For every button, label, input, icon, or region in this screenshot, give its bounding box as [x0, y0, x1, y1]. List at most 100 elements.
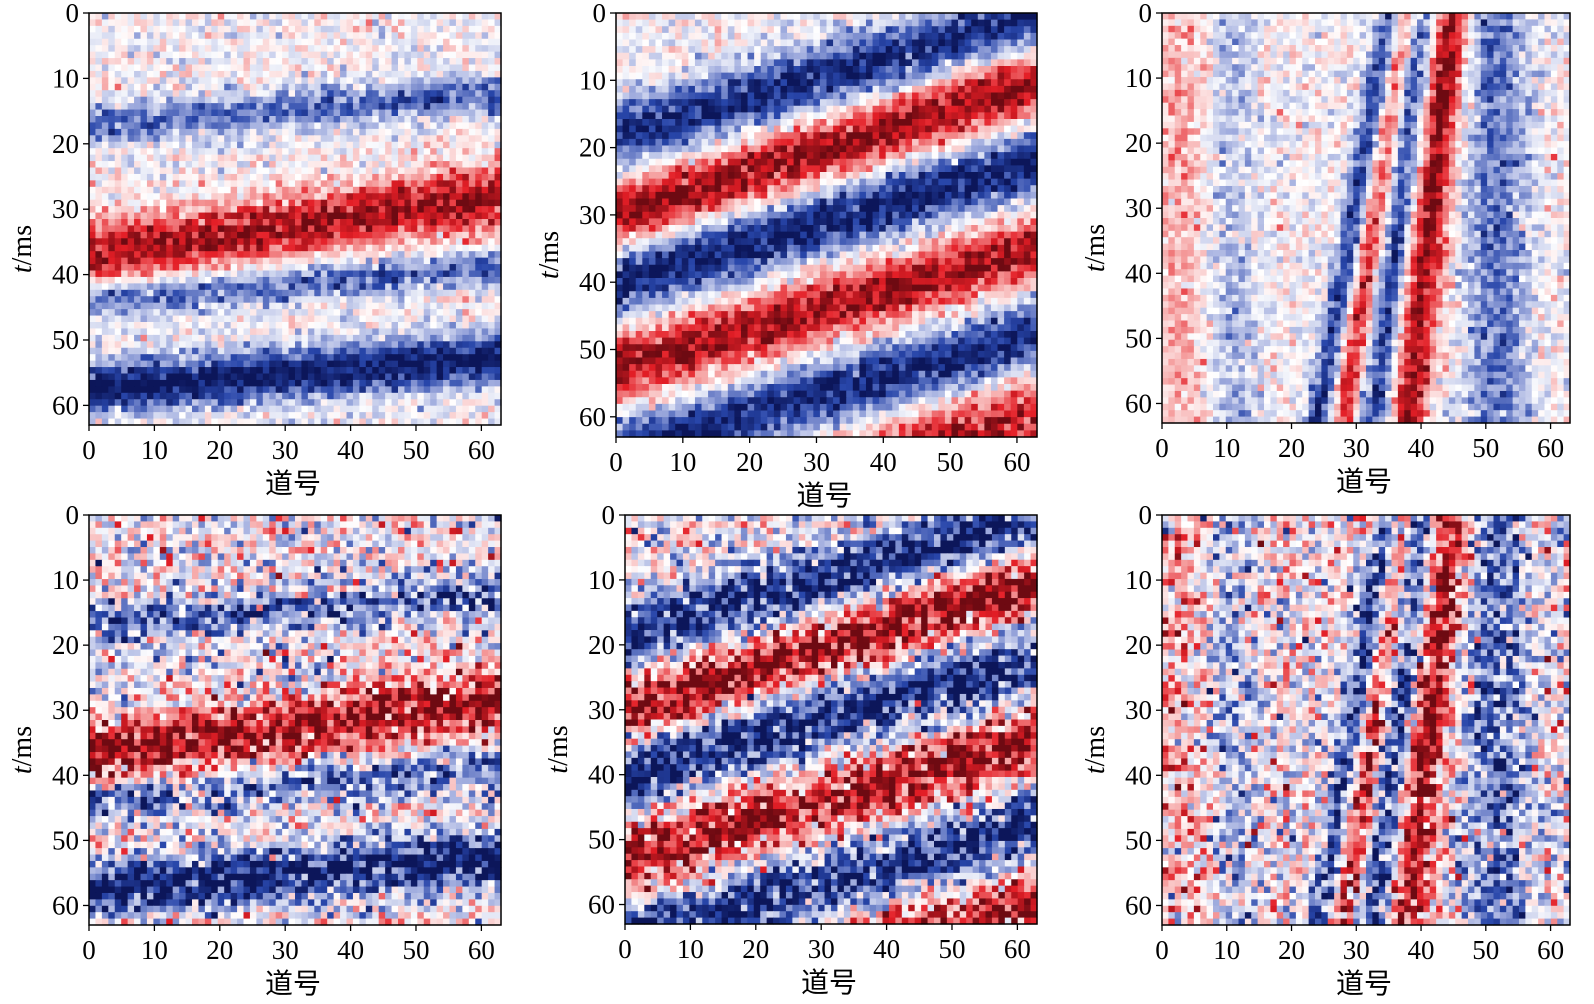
- heatmap-cell: [295, 135, 302, 142]
- heatmap-cell: [250, 238, 257, 245]
- heatmap-cell: [282, 155, 289, 162]
- heatmap-cell: [951, 66, 958, 73]
- heatmap-cell: [385, 168, 392, 175]
- heatmap-cell: [424, 168, 431, 175]
- heatmap-cell: [198, 97, 205, 104]
- heatmap-cell: [141, 341, 148, 348]
- heatmap-cell: [173, 122, 180, 129]
- heatmap-cell: [475, 290, 482, 297]
- heatmap-cell: [404, 380, 411, 387]
- heatmap-cell: [462, 264, 469, 271]
- heatmap-cell: [475, 309, 482, 316]
- heatmap-cell: [153, 374, 160, 381]
- heatmap-cell: [198, 187, 205, 194]
- heatmap-cell: [787, 99, 794, 106]
- heatmap-cell: [89, 32, 96, 39]
- heatmap-cell: [392, 225, 399, 232]
- heatmap-cell: [263, 341, 270, 348]
- heatmap-cell: [231, 296, 238, 303]
- heatmap-cell: [340, 148, 347, 155]
- heatmap-cell: [411, 187, 418, 194]
- heatmap-cell: [715, 73, 722, 80]
- heatmap-cell: [218, 264, 225, 271]
- heatmap-cell: [761, 99, 768, 106]
- heatmap-cell: [385, 174, 392, 181]
- heatmap-cell: [308, 58, 315, 65]
- heatmap-cell: [244, 200, 251, 207]
- heatmap-cell: [978, 40, 985, 47]
- heatmap-cell: [89, 238, 96, 245]
- heatmap-cell: [398, 374, 405, 381]
- heatmap-cell: [379, 77, 386, 84]
- heatmap-cell: [424, 393, 431, 400]
- heatmap-cell: [443, 251, 450, 258]
- heatmap-cell: [160, 406, 167, 413]
- heatmap-cell: [359, 45, 366, 52]
- heatmap-cell: [301, 348, 308, 355]
- heatmap-cell: [237, 348, 244, 355]
- heatmap-cell: [411, 309, 418, 316]
- heatmap-cell: [649, 40, 656, 47]
- heatmap-cell: [347, 296, 354, 303]
- heatmap-cell: [404, 58, 411, 65]
- heatmap-cell: [469, 213, 476, 220]
- heatmap-cell: [366, 71, 373, 78]
- heatmap-cell: [437, 45, 444, 52]
- heatmap-cell: [761, 66, 768, 73]
- heatmap-cell: [443, 32, 450, 39]
- heatmap-cell: [398, 174, 405, 181]
- heatmap-cell: [456, 271, 463, 278]
- heatmap-cell: [224, 39, 231, 46]
- heatmap-cell: [475, 180, 482, 187]
- heatmap-cell: [115, 174, 122, 181]
- heatmap-cell: [919, 33, 926, 40]
- heatmap-cell: [951, 93, 958, 100]
- heatmap-cell: [398, 341, 405, 348]
- heatmap-cell: [211, 361, 218, 368]
- heatmap-cell: [282, 393, 289, 400]
- heatmap-cell: [314, 90, 321, 97]
- heatmap-cell: [134, 142, 141, 149]
- heatmap-cell: [134, 335, 141, 342]
- heatmap-cell: [892, 46, 899, 53]
- heatmap-cell: [327, 122, 334, 129]
- heatmap-cell: [998, 46, 1005, 53]
- heatmap-cell: [475, 116, 482, 123]
- heatmap-cell: [231, 174, 238, 181]
- heatmap-cell: [411, 348, 418, 355]
- heatmap-cell: [392, 213, 399, 220]
- heatmap-cell: [899, 59, 906, 66]
- heatmap-cell: [153, 341, 160, 348]
- heatmap-cell: [231, 155, 238, 162]
- heatmap-cell: [121, 393, 128, 400]
- heatmap-cell: [218, 193, 225, 200]
- heatmap-cell: [404, 71, 411, 78]
- heatmap-cell: [192, 129, 199, 136]
- heatmap-cell: [269, 399, 276, 406]
- heatmap-cell: [359, 290, 366, 297]
- heatmap-cell: [443, 77, 450, 84]
- heatmap-cell: [649, 59, 656, 66]
- heatmap-cell: [134, 200, 141, 207]
- heatmap-cell: [482, 258, 489, 265]
- heatmap-cell: [224, 348, 231, 355]
- heatmap-cell: [250, 122, 257, 129]
- heatmap-cell: [282, 290, 289, 297]
- heatmap-cell: [340, 168, 347, 175]
- heatmap-cell: [334, 283, 341, 290]
- heatmap-cell: [392, 180, 399, 187]
- heatmap-cell: [121, 328, 128, 335]
- heatmap-cell: [327, 116, 334, 123]
- heatmap-cell: [231, 19, 238, 26]
- heatmap-cell: [295, 122, 302, 129]
- heatmap-cell: [475, 412, 482, 419]
- heatmap-cell: [359, 296, 366, 303]
- heatmap-cell: [430, 148, 437, 155]
- heatmap-cell: [398, 65, 405, 72]
- heatmap-cell: [327, 168, 334, 175]
- heatmap-cell: [800, 79, 807, 86]
- heatmap-cell: [295, 142, 302, 149]
- heatmap-cell: [787, 59, 794, 66]
- heatmap-cell: [347, 393, 354, 400]
- heatmap-cell: [366, 309, 373, 316]
